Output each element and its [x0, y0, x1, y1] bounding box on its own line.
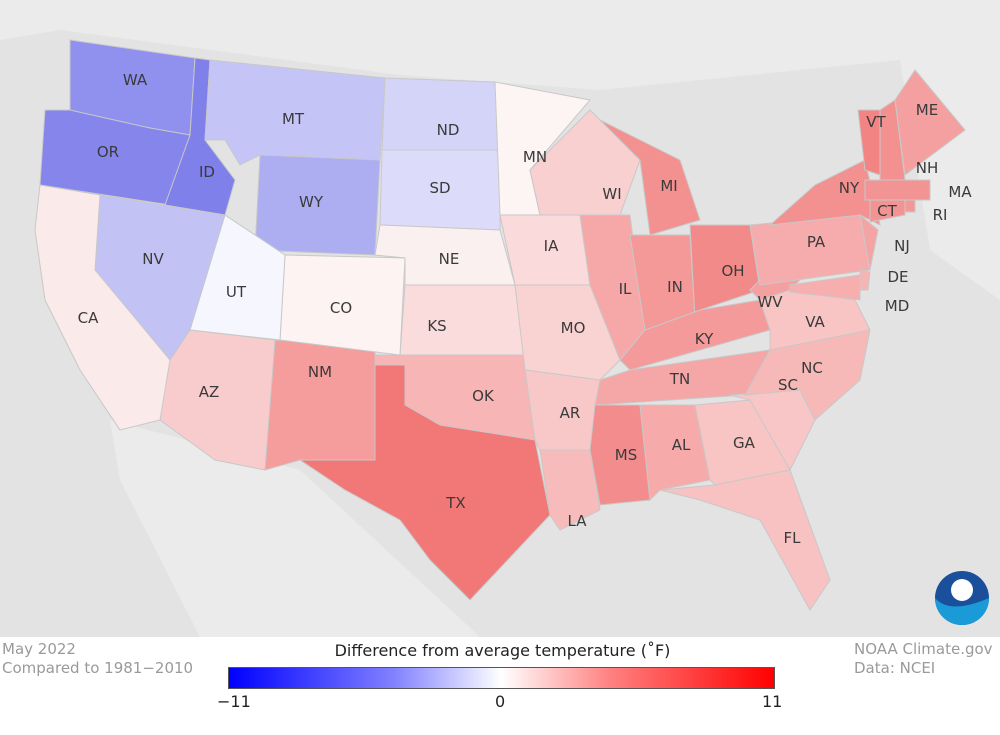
- state-label-sc: SC: [778, 376, 798, 394]
- state-fl: [659, 469, 831, 611]
- state-ks: [399, 284, 526, 356]
- state-label-me: ME: [916, 101, 938, 119]
- state-label-ri: RI: [933, 206, 948, 224]
- state-me: [894, 69, 966, 176]
- state-label-mn: MN: [523, 148, 547, 166]
- state-label-nv: NV: [142, 250, 164, 268]
- state-label-ca: CA: [78, 309, 99, 327]
- state-ma: [864, 179, 931, 201]
- state-ca: [34, 184, 171, 431]
- state-nj: [859, 213, 879, 271]
- state-label-tx: TX: [445, 494, 465, 512]
- state-label-ia: IA: [544, 237, 559, 255]
- state-ct: [869, 199, 906, 223]
- state-label-az: AZ: [199, 383, 220, 401]
- state-label-md: MD: [885, 297, 910, 315]
- legend-mid-label: 0: [495, 692, 506, 711]
- legend-min-label: −11: [217, 692, 251, 711]
- state-label-co: CO: [330, 299, 352, 317]
- state-md: [789, 274, 861, 301]
- state-label-sd: SD: [429, 179, 450, 197]
- state-ms: [589, 404, 651, 506]
- state-label-nc: NC: [801, 359, 823, 377]
- state-oh: [689, 224, 761, 322]
- mexico-landmass: [110, 420, 480, 637]
- state-label-mi: MI: [660, 177, 677, 195]
- state-label-il: IL: [619, 280, 632, 298]
- state-label-vt: VT: [866, 113, 886, 131]
- state-label-al: AL: [672, 436, 691, 454]
- state-wi: [529, 109, 641, 216]
- state-mo: [514, 284, 621, 381]
- left-note: May 2022 Compared to 1981−2010: [2, 640, 193, 678]
- legend-title: Difference from average temperature (˚F): [334, 641, 671, 660]
- state-label-nj: NJ: [894, 237, 910, 255]
- state-label-tn: TN: [669, 370, 690, 388]
- temperature-anomaly-map: WA OR ID MT WY ND SD NE KS OK TX NM CO UT AZ NV CA MN IA MO…: [0, 0, 1000, 637]
- state-ri: [904, 199, 916, 213]
- state-label-wy: WY: [299, 193, 324, 211]
- state-label-de: DE: [887, 268, 908, 286]
- legend-color-bar: [228, 667, 775, 689]
- data-source-label: Data: NCEI: [854, 659, 936, 677]
- state-mi: [599, 119, 701, 236]
- state-label-la: LA: [568, 512, 588, 530]
- state-label-ms: MS: [615, 446, 637, 464]
- state-de: [859, 269, 871, 291]
- state-label-or: OR: [97, 143, 119, 161]
- state-al: [639, 404, 711, 502]
- baseline-label: Compared to 1981−2010: [2, 659, 194, 677]
- state-label-wv: WV: [757, 293, 783, 311]
- state-label-ok: OK: [472, 387, 495, 405]
- source-label: NOAA Climate.gov: [854, 640, 993, 658]
- canada-landmass: [0, 0, 1000, 300]
- state-label-ks: KS: [427, 317, 446, 335]
- state-la: [539, 449, 601, 531]
- state-label-ut: UT: [226, 283, 247, 301]
- right-note: NOAA Climate.gov Data: NCEI: [854, 640, 998, 678]
- state-label-ny: NY: [839, 179, 860, 197]
- state-label-id: ID: [199, 163, 215, 181]
- state-label-pa: PA: [807, 233, 826, 251]
- state-label-nm: NM: [308, 363, 332, 381]
- state-label-ct: CT: [877, 202, 897, 220]
- state-label-oh: OH: [721, 262, 744, 280]
- state-label-mt: MT: [282, 110, 305, 128]
- legend-max-label: 11: [762, 692, 783, 711]
- state-label-nh: NH: [916, 159, 939, 177]
- state-ny: [768, 159, 881, 226]
- state-label-wi: WI: [602, 185, 621, 203]
- state-label-wa: WA: [123, 71, 148, 89]
- state-label-ma: MA: [948, 183, 972, 201]
- state-label-ga: GA: [733, 434, 756, 452]
- state-label-va: VA: [805, 313, 825, 331]
- state-nd: [381, 77, 501, 151]
- state-label-nd: ND: [437, 121, 460, 139]
- state-label-mo: MO: [561, 319, 586, 337]
- noaa-logo: [935, 571, 989, 625]
- period-label: May 2022: [2, 640, 76, 658]
- state-label-ne: NE: [439, 250, 460, 268]
- state-label-ar: AR: [560, 404, 581, 422]
- state-label-ky: KY: [695, 330, 714, 348]
- state-nm: [264, 339, 376, 471]
- state-label-in: IN: [667, 278, 683, 296]
- state-label-fl: FL: [784, 529, 802, 547]
